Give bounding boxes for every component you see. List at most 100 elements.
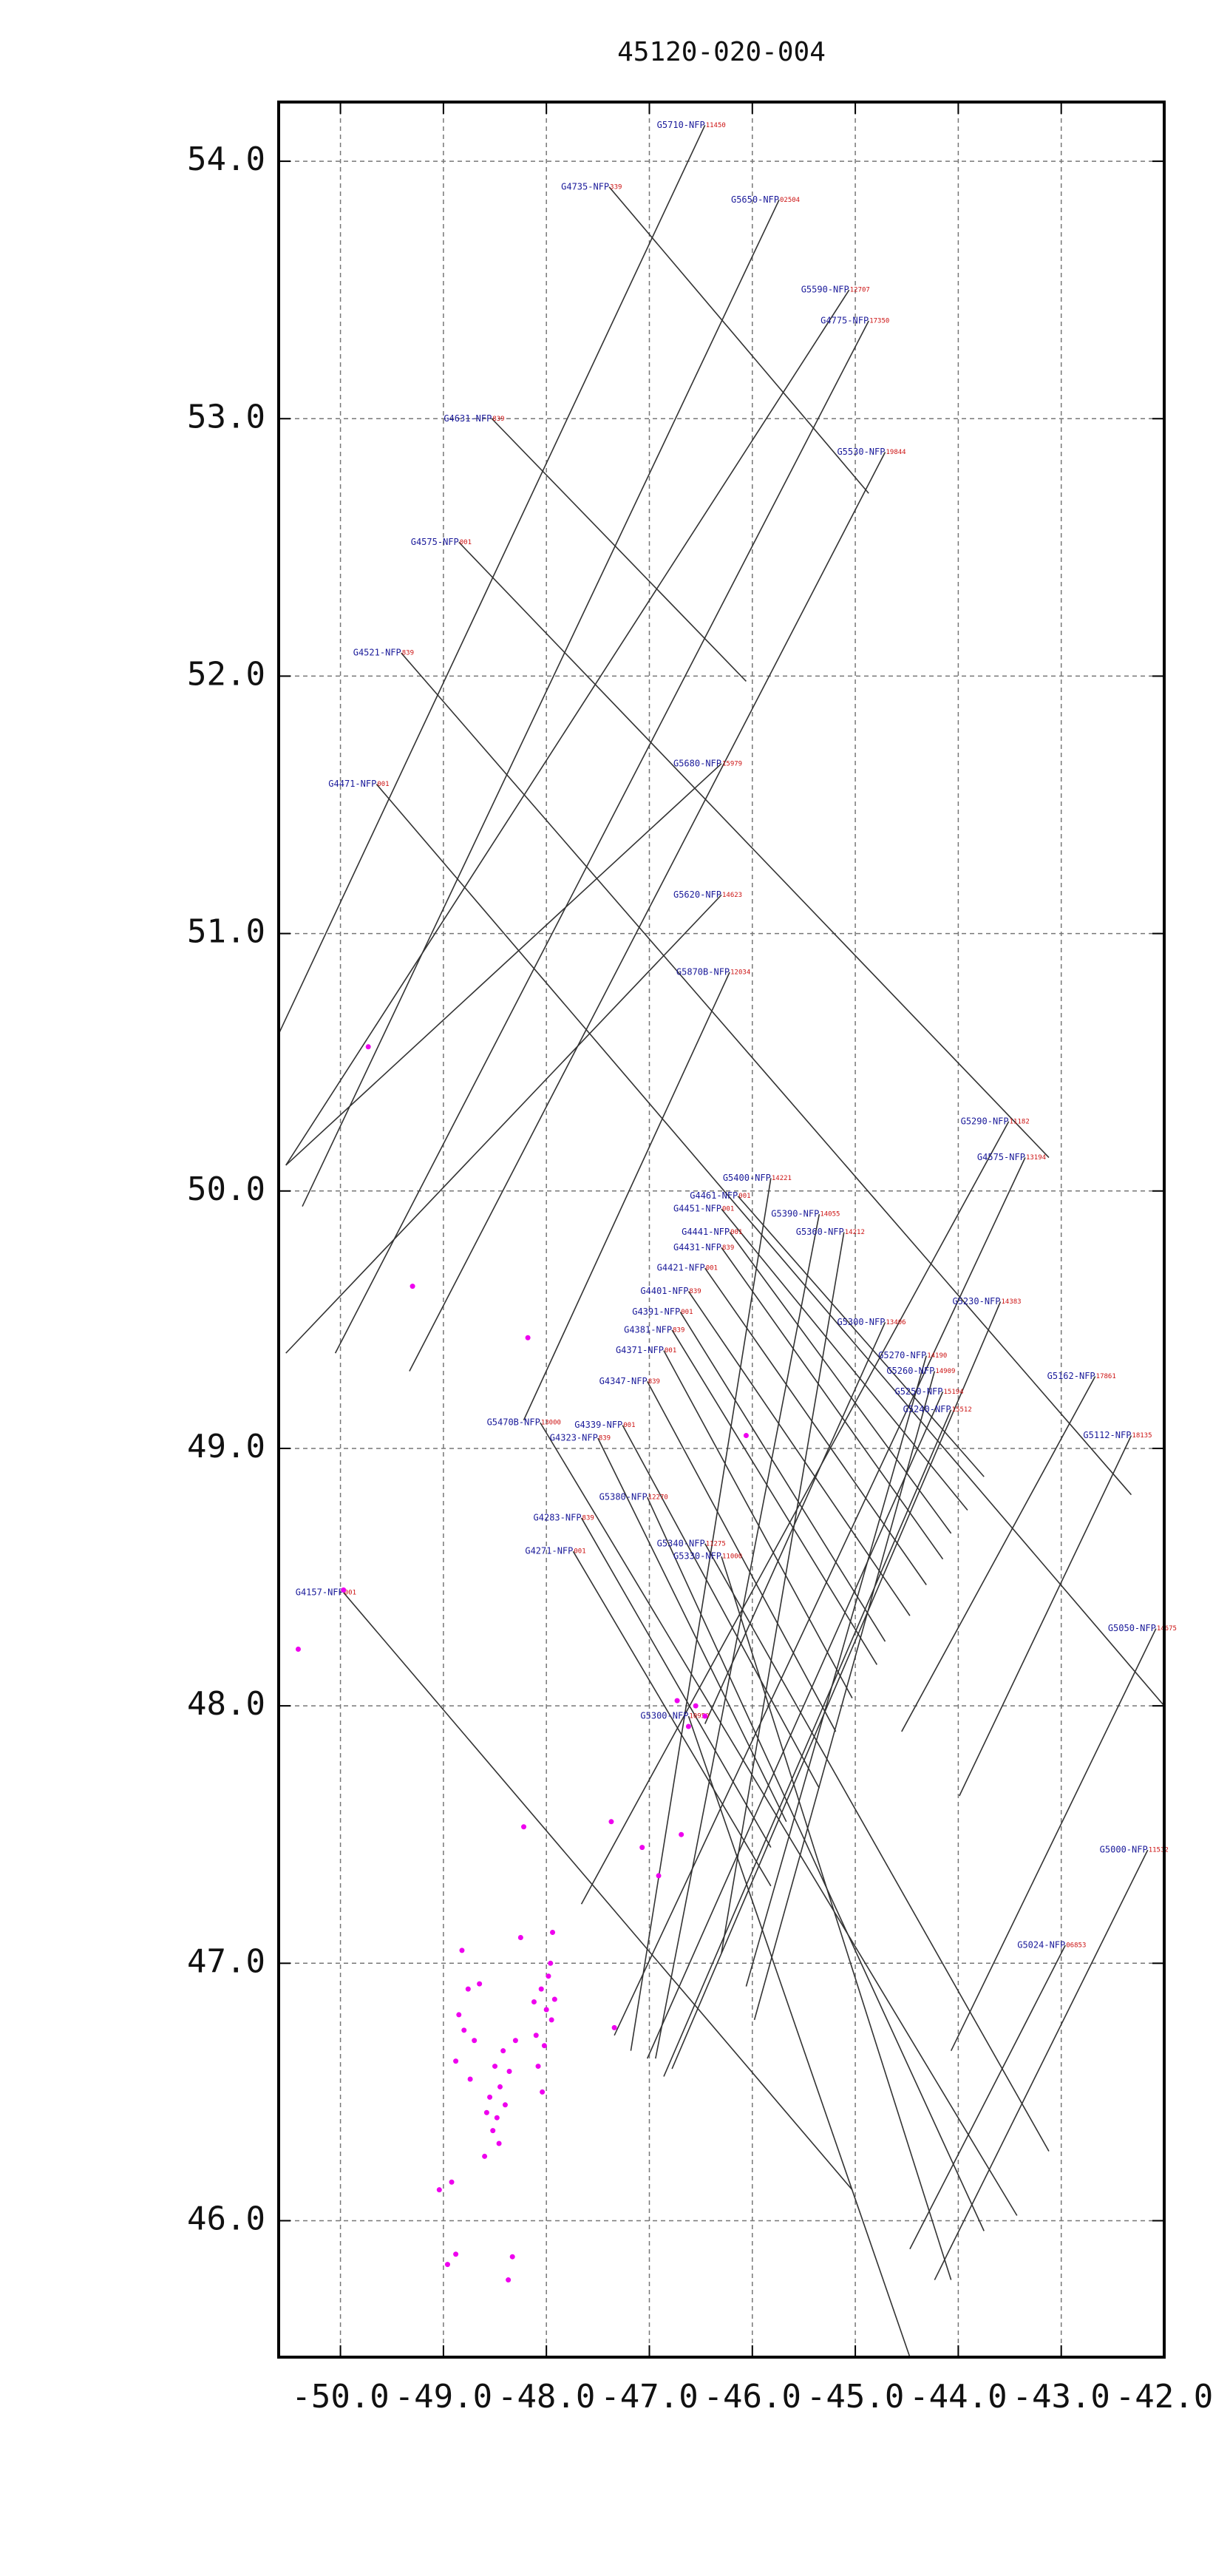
- x-tick-label: -50.0: [291, 2378, 389, 2416]
- track-id: 839: [402, 650, 414, 657]
- plot-frame: [277, 101, 1166, 2359]
- point: [465, 1986, 471, 1992]
- track-name: G4271-NFP: [525, 1546, 573, 1556]
- track-id: 02504: [780, 197, 800, 204]
- track-line: [285, 289, 850, 1166]
- track-id: 14221: [772, 1175, 792, 1182]
- point: [456, 2012, 462, 2018]
- track-id: 19844: [886, 449, 905, 456]
- track-line: [343, 1592, 853, 2191]
- track-line: [704, 1267, 927, 1585]
- point: [459, 1948, 465, 1953]
- track-line: [655, 1213, 820, 2059]
- track-id: 001: [377, 781, 389, 788]
- track-name: G5290-NFP: [961, 1116, 1009, 1126]
- point: [679, 1831, 684, 1837]
- track-id: 001: [738, 1193, 750, 1200]
- track-name: G4381-NFP: [624, 1324, 672, 1335]
- track-line: [646, 1381, 837, 1732]
- track-id: 13000: [541, 1420, 561, 1427]
- track-line: [663, 1350, 853, 1699]
- track-name: G4441-NFP: [682, 1227, 730, 1237]
- track-line: [687, 1715, 911, 2357]
- track-line: [279, 124, 706, 1034]
- track-id: 001: [460, 539, 472, 546]
- track-line: [721, 1556, 952, 2280]
- track-line: [376, 784, 1164, 1706]
- point: [490, 2128, 496, 2134]
- track-name: G5710-NFP: [657, 120, 705, 130]
- track-line: [285, 763, 722, 1166]
- point: [449, 2179, 455, 2185]
- y-tick-label: 53.0: [187, 398, 265, 435]
- track-name: G4451-NFP: [673, 1204, 721, 1214]
- track-id: 339: [610, 183, 622, 191]
- track-id: 18135: [1132, 1432, 1152, 1440]
- point: [506, 2069, 512, 2075]
- track-name: G4575-NFP: [411, 537, 459, 547]
- track-name: G5050-NFP: [1108, 1623, 1156, 1633]
- track-name: G5024-NFP: [1017, 1939, 1065, 1950]
- point: [543, 2007, 549, 2013]
- track-id: 11000: [722, 1553, 742, 1561]
- track-name: G4521-NFP: [353, 648, 401, 658]
- track-line: [491, 418, 747, 682]
- track-name: G5260-NFP: [886, 1366, 934, 1376]
- track-id: 14190: [927, 1352, 947, 1360]
- track-line: [458, 541, 1050, 1159]
- track-id: 15194: [944, 1389, 964, 1396]
- track-name: G5380-NFP: [599, 1492, 648, 1502]
- track-id: 001: [574, 1548, 585, 1556]
- track-line: [614, 1157, 1026, 2036]
- track-id: 001: [623, 1422, 635, 1429]
- track-line: [679, 1311, 886, 1642]
- track-name: G5360-NFP: [796, 1227, 844, 1237]
- track-line: [572, 1550, 772, 1887]
- track-id: 839: [492, 416, 504, 423]
- point: [551, 1996, 557, 2002]
- track-name: G4735-NFP: [561, 181, 609, 191]
- track-line: [646, 1497, 985, 2231]
- track-name: G4575-NFP: [977, 1152, 1025, 1162]
- track-id: 839: [689, 1288, 701, 1295]
- point: [693, 1703, 699, 1709]
- point: [656, 1873, 662, 1879]
- track-id: 12034: [730, 969, 750, 976]
- track-id: 839: [582, 1514, 594, 1522]
- x-tick-label: -47.0: [600, 2378, 698, 2416]
- track-id: 001: [665, 1347, 676, 1355]
- point: [506, 2277, 512, 2283]
- track-line: [721, 1247, 944, 1560]
- track-id: 13194: [1026, 1154, 1046, 1162]
- y-tick-label: 46.0: [187, 2200, 265, 2237]
- point: [509, 2254, 515, 2260]
- track-id: 10950: [689, 1713, 709, 1721]
- track-line: [608, 186, 869, 494]
- point: [467, 2076, 473, 2082]
- point: [487, 2094, 493, 2100]
- track-name: G4401-NFP: [640, 1286, 688, 1296]
- track-name: G4421-NFP: [657, 1263, 705, 1273]
- point: [472, 2038, 478, 2044]
- track-line: [523, 972, 730, 1420]
- track-id: 11450: [706, 122, 726, 129]
- point: [444, 2262, 450, 2268]
- track-line: [745, 1355, 927, 1987]
- point: [461, 2027, 467, 2033]
- track-id: 12270: [648, 1494, 668, 1502]
- track-name: G5240-NFP: [903, 1404, 951, 1414]
- track-id: 15512: [952, 1406, 972, 1414]
- point: [674, 1698, 680, 1704]
- track-name: G5300-NFP: [837, 1317, 885, 1327]
- track-line: [959, 1435, 1132, 1797]
- track-name: G4775-NFP: [820, 315, 869, 325]
- point: [295, 1647, 301, 1653]
- track-id: 14383: [1002, 1298, 1022, 1306]
- track-id: 14675: [1157, 1625, 1177, 1633]
- track-name: G5870B-NFP: [676, 966, 730, 977]
- track-name: G4431-NFP: [673, 1242, 721, 1253]
- track-line: [646, 1392, 944, 2059]
- point: [611, 2024, 617, 2030]
- point: [550, 1930, 556, 1936]
- point: [535, 2064, 541, 2070]
